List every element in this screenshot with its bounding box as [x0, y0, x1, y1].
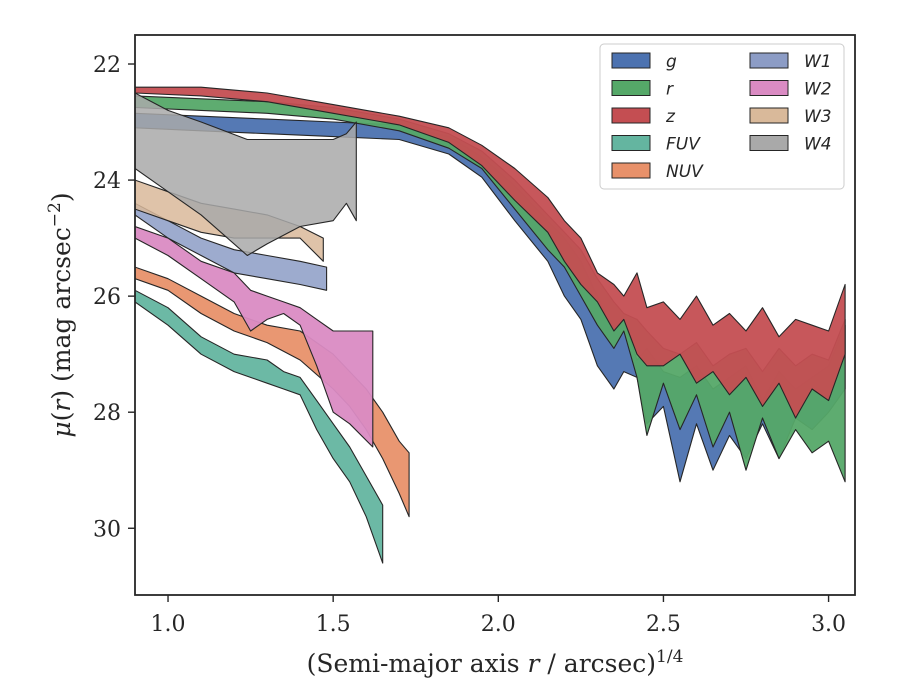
y-axis-label-close: ) [47, 192, 76, 202]
legend-label-w4: W4 [804, 135, 832, 155]
x-axis-label-var: r [528, 649, 542, 678]
x-tick-label: 1.0 [151, 612, 186, 637]
x-tick-label: 2.5 [646, 612, 681, 637]
y-tick-label: 22 [93, 53, 121, 78]
y-axis-label-unit: ) (mag arcsec [47, 227, 76, 400]
band-w4 [135, 92, 357, 257]
y-tick-label: 26 [93, 285, 121, 310]
x-tick-label: 1.5 [316, 612, 351, 637]
band-w2 [135, 225, 374, 448]
legend-label-w3: W3 [804, 107, 832, 127]
x-axis-label-exp: 1/4 [656, 647, 683, 667]
legend-swatch-w2 [749, 80, 789, 96]
legend-label-fuv: FUV [666, 135, 701, 155]
legend-swatch-w3 [749, 107, 789, 124]
y-tick-label: 24 [93, 169, 121, 194]
x-axis-label-main: (Semi-major axis [307, 649, 528, 678]
legend-label-nuv: NUV [666, 162, 704, 182]
legend-label-w2: W2 [804, 80, 832, 100]
x-tick-label: 2.0 [481, 612, 516, 637]
band-w1 [135, 202, 328, 291]
legend-swatch-fuv [611, 135, 651, 151]
legend-label-w1: W1 [804, 52, 832, 72]
band-z [135, 86, 846, 419]
legend-label-z: z [665, 107, 676, 127]
y-axis-label: μ(r) (mag arcsec−2) [45, 192, 76, 437]
plot-frame [134, 34, 856, 596]
y-tick-label: 28 [93, 401, 121, 426]
y-axis-label-exp: −2 [45, 202, 65, 227]
x-axis-label: (Semi-major axis r / arcsec)1/4 [307, 647, 684, 678]
legend-swatch-nuv [611, 162, 651, 179]
legend-swatch-r [611, 80, 651, 96]
legend-swatch-w1 [749, 52, 789, 69]
legend: grz FUV NUV W1 W2 W3 W4 [599, 43, 845, 190]
legend-label-g: g [666, 52, 677, 72]
legend-swatch-g [611, 52, 651, 69]
legend-label-r: r [666, 80, 674, 100]
x-tick-label: 3.0 [811, 612, 846, 637]
legend-swatch-z [611, 107, 651, 124]
y-axis-label-paren-open: ( [47, 412, 76, 422]
legend-swatch-w4 [749, 135, 789, 151]
y-axis-label-mu: μ [47, 421, 76, 437]
tick-layer: 1.0 1.5 2.0 2.5 3.0 22 24 26 28 30 [93, 53, 846, 637]
y-tick-label: 30 [93, 517, 121, 542]
band-layer [135, 86, 846, 564]
band-fuv [135, 289, 384, 564]
y-axis-label-var: r [47, 398, 76, 412]
x-axis-label-unit: / arcsec) [539, 649, 656, 678]
